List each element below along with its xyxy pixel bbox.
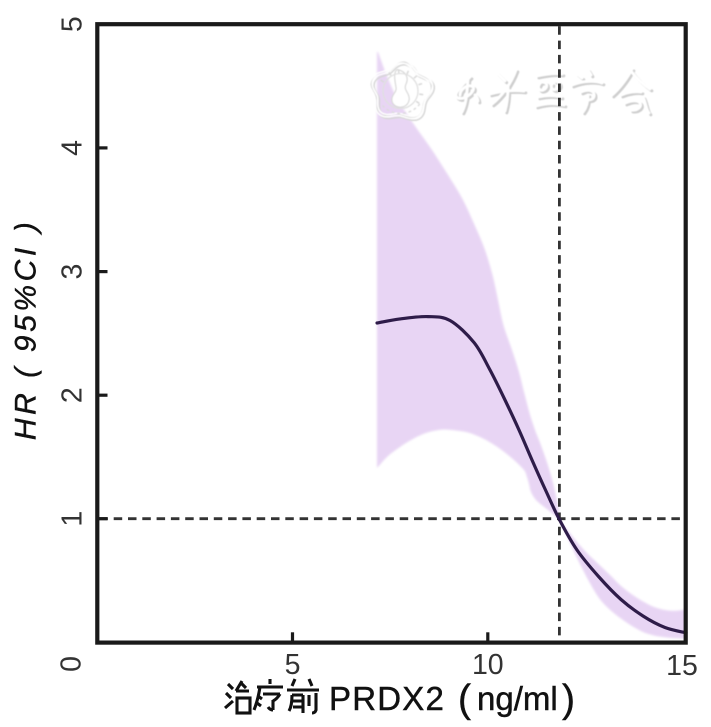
svg-text:2: 2	[57, 387, 89, 403]
svg-text:5: 5	[285, 649, 301, 681]
svg-text:4: 4	[57, 140, 89, 156]
svg-text:ng/ml: ng/ml	[477, 680, 558, 717]
svg-text:10: 10	[472, 649, 504, 681]
svg-text:5: 5	[57, 16, 89, 32]
svg-text:3: 3	[57, 264, 89, 280]
svg-text:1: 1	[57, 511, 89, 527]
svg-text:): )	[562, 678, 575, 721]
svg-text:(: (	[458, 678, 471, 721]
svg-text:PRDX2: PRDX2	[329, 680, 445, 717]
svg-text:0: 0	[56, 656, 88, 672]
svg-text:HR ( 95%CI ): HR ( 95%CI )	[10, 219, 43, 441]
svg-text:15: 15	[666, 650, 698, 682]
